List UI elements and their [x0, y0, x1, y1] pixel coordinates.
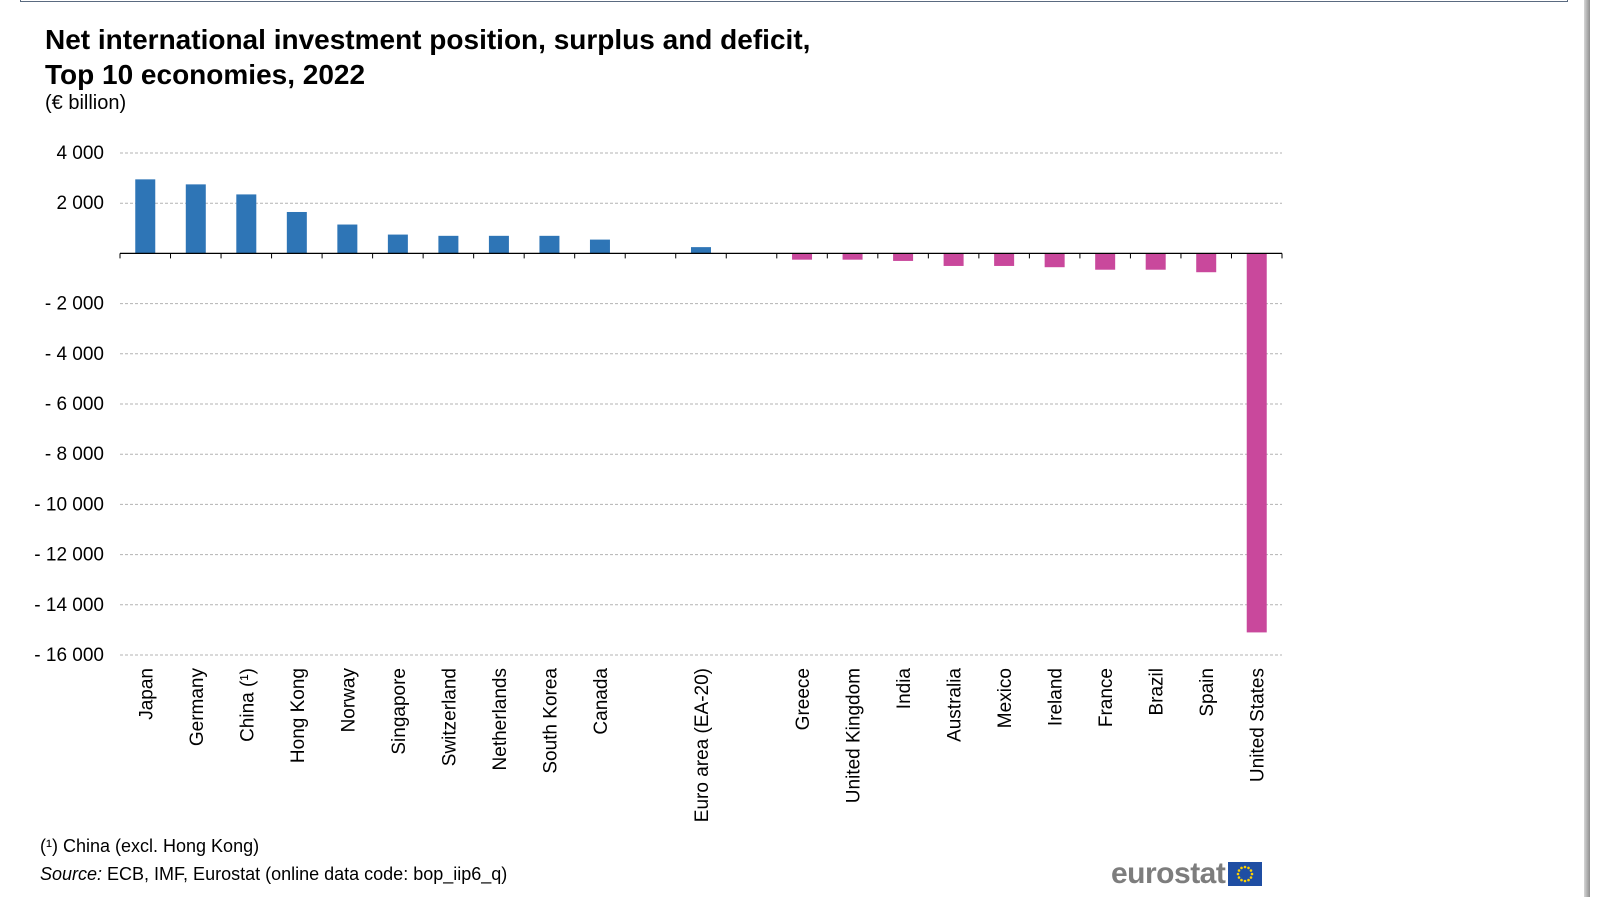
source-note: Source: ECB, IMF, Eurostat (online data … [40, 864, 507, 885]
y-tick-label: 4 000 [56, 143, 104, 164]
x-tick-label: Singapore [389, 668, 410, 755]
x-tick-label: Canada [591, 668, 612, 735]
x-tick-label: Australia [945, 668, 966, 742]
x-tick-label: Norway [338, 668, 359, 733]
x-tick-label: South Korea [540, 668, 561, 774]
eu-flag-icon [1228, 862, 1263, 886]
bar [893, 253, 914, 261]
y-tick-label: - 16 000 [34, 645, 104, 666]
x-tick-label: United States [1248, 668, 1269, 782]
x-tick-label: France [1096, 668, 1117, 727]
y-tick-label: - 2 000 [45, 294, 104, 315]
bar [1044, 253, 1065, 268]
x-tick-label: Germany [187, 668, 208, 747]
bar [135, 179, 156, 254]
bar [539, 235, 560, 254]
y-tick-label: - 6 000 [45, 394, 104, 415]
bars [135, 179, 1267, 633]
source-label: Source: [40, 864, 103, 884]
footnote: (¹) China (excl. Hong Kong) [40, 836, 260, 856]
x-axis [119, 252, 1283, 259]
x-tick-label: United Kingdom [844, 668, 865, 803]
bar [337, 224, 358, 254]
x-tick-label: Mexico [995, 668, 1016, 728]
bar [286, 211, 307, 254]
x-tick-label: Switzerland [439, 668, 460, 766]
window-edge [1584, 0, 1590, 897]
bar [1145, 253, 1166, 270]
bar [994, 253, 1015, 266]
x-tick-label: Spain [1197, 668, 1218, 717]
chart-unit-label: (€ billion) [45, 92, 127, 114]
source-text: ECB, IMF, Eurostat (online data code: bo… [102, 864, 508, 884]
bar [185, 184, 206, 254]
y-tick-label: - 12 000 [34, 545, 104, 566]
bar [691, 247, 711, 254]
bar [387, 234, 408, 254]
x-tick-label: Greece [793, 668, 814, 730]
y-tick-label: - 4 000 [45, 344, 104, 365]
top-frame [20, 0, 1568, 2]
bar [792, 253, 813, 260]
eurostat-logo: eurostat [1111, 857, 1263, 890]
bar [1196, 253, 1217, 273]
x-tick-label: Japan [136, 668, 157, 720]
bar [488, 235, 509, 254]
x-tick-label: Ireland [1046, 668, 1067, 726]
bar [236, 194, 257, 254]
y-tick-labels: 4 000 2 000 - 2 000 - 4 000 - 6 000 - 8 000 - … [34, 143, 104, 666]
bar [438, 235, 459, 254]
x-tick-label: Hong Kong [288, 668, 309, 763]
gridlines [120, 152, 1282, 656]
x-tick-label: Euro area (EA-20) [692, 668, 713, 822]
y-tick-label: - 8 000 [45, 444, 104, 465]
y-tick-label: - 10 000 [34, 494, 104, 515]
x-tick-label: Netherlands [490, 668, 511, 770]
x-tick-label: Brazil [1147, 668, 1168, 716]
bar [943, 253, 964, 266]
x-tick-label: China (¹) [237, 668, 258, 742]
bar [1246, 253, 1267, 633]
bar [1095, 253, 1116, 270]
chart-title: Net international investment position, s… [45, 24, 811, 90]
x-tick-label: India [894, 668, 915, 710]
y-tick-label: 2 000 [56, 193, 104, 214]
bar [589, 239, 610, 254]
x-tick-labels: Japan Germany China (¹) Hong Kong Norway Sing… [136, 668, 1268, 823]
y-tick-label: - 14 000 [34, 595, 104, 616]
logo-text: eurostat [1111, 857, 1226, 890]
bar [842, 253, 863, 260]
